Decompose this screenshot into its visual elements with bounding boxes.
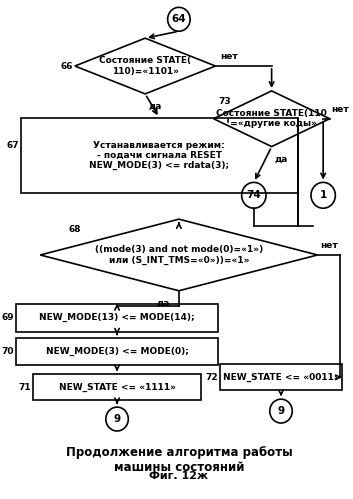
Text: Устанавливается режим:
- подачи сигнала RESET
NEW_MODE(3) <= rdata(3);: Устанавливается режим: - подачи сигнала … bbox=[89, 141, 229, 171]
Text: да: да bbox=[149, 102, 162, 111]
Text: да: да bbox=[274, 155, 288, 164]
Text: 71: 71 bbox=[18, 383, 31, 392]
Text: Состояние STATE(110
!=«другие коды»: Состояние STATE(110 !=«другие коды» bbox=[216, 109, 327, 128]
Text: 69: 69 bbox=[1, 313, 14, 322]
Text: 74: 74 bbox=[246, 190, 261, 200]
Bar bbox=[220, 364, 342, 390]
Text: 72: 72 bbox=[205, 373, 218, 382]
Text: Фиг. 12ж: Фиг. 12ж bbox=[149, 471, 209, 481]
Text: Продолжение алгоритма работы
машины состояний: Продолжение алгоритма работы машины сост… bbox=[66, 446, 292, 474]
Text: Состояние STATE(
110)=«1101»: Состояние STATE( 110)=«1101» bbox=[99, 56, 191, 76]
Text: 70: 70 bbox=[1, 347, 14, 356]
Text: 73: 73 bbox=[218, 97, 231, 106]
Text: нет: нет bbox=[321, 241, 338, 250]
Text: NEW_MODE(3) <= MODE(0);: NEW_MODE(3) <= MODE(0); bbox=[46, 347, 189, 356]
Text: 64: 64 bbox=[172, 14, 186, 24]
Text: ((mode(3) and not mode(0)=«1»)
или (S_INT_TMS=«0»))=«1»: ((mode(3) and not mode(0)=«1») или (S_IN… bbox=[95, 245, 263, 265]
Text: 68: 68 bbox=[68, 225, 81, 234]
Text: NEW_STATE <= «0011»: NEW_STATE <= «0011» bbox=[223, 373, 339, 382]
Text: 66: 66 bbox=[60, 61, 73, 70]
Text: да: да bbox=[156, 299, 169, 308]
Bar bbox=[33, 374, 201, 400]
Text: 9: 9 bbox=[114, 414, 121, 424]
Text: нет: нет bbox=[331, 105, 349, 114]
Text: NEW_MODE(13) <= MODE(14);: NEW_MODE(13) <= MODE(14); bbox=[39, 313, 195, 322]
Bar bbox=[20, 118, 298, 193]
Bar bbox=[16, 337, 218, 365]
Bar bbox=[16, 304, 218, 331]
Text: 9: 9 bbox=[277, 406, 285, 416]
Text: нет: нет bbox=[220, 52, 238, 61]
Text: NEW_STATE <= «1111»: NEW_STATE <= «1111» bbox=[59, 383, 175, 392]
Text: 1: 1 bbox=[319, 190, 327, 200]
Text: 67: 67 bbox=[6, 141, 19, 150]
